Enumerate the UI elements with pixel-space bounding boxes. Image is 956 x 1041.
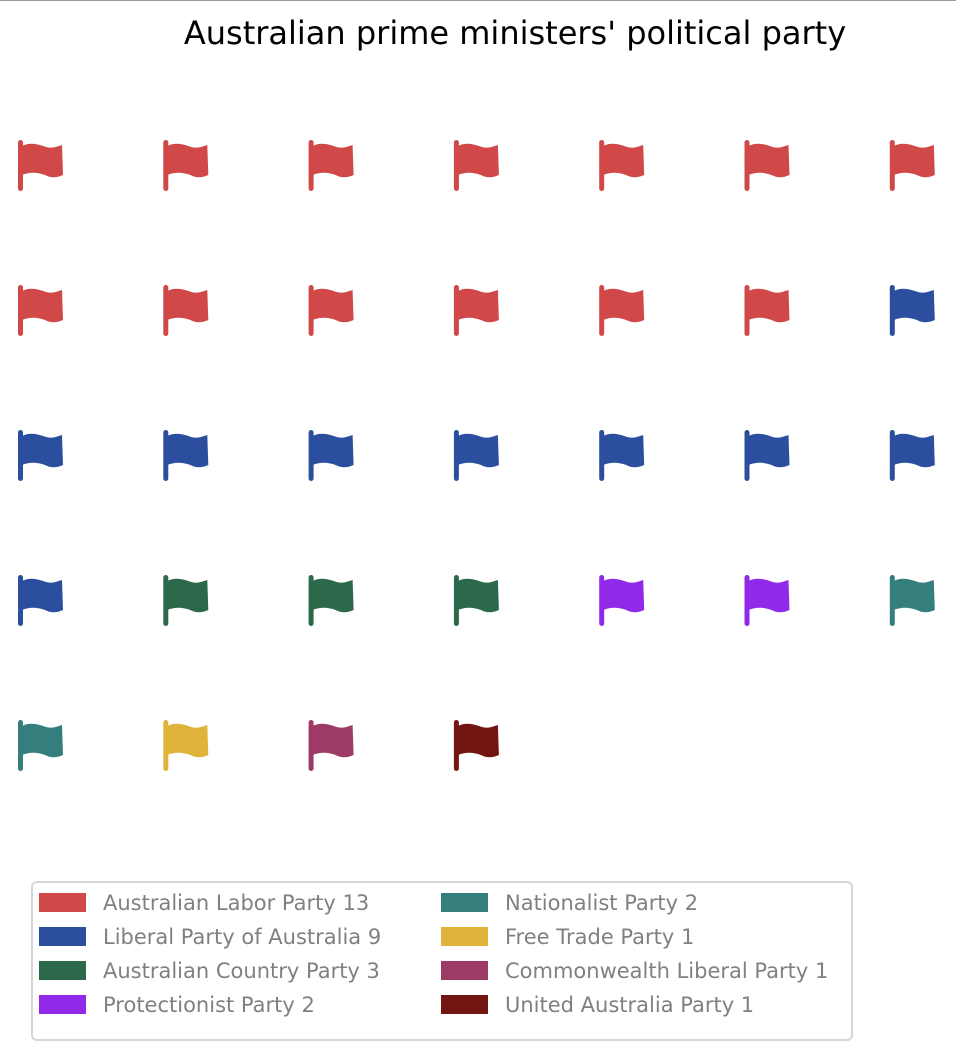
flag-icon <box>18 430 63 481</box>
flag-icon <box>744 575 790 626</box>
legend-swatch <box>441 893 488 912</box>
legend-swatch <box>441 995 488 1014</box>
flag-icon <box>18 720 63 771</box>
flag-icon <box>889 140 935 191</box>
flag-icon <box>889 285 935 336</box>
legend-label: Australian Country Party 3 <box>103 959 380 983</box>
chart-title: Australian prime ministers' political pa… <box>183 14 847 52</box>
flag-icon <box>163 285 209 336</box>
flag-icon <box>453 140 499 191</box>
legend-label: Australian Labor Party 13 <box>103 891 370 915</box>
legend-label: Commonwealth Liberal Party 1 <box>505 959 829 983</box>
flag-icon <box>889 430 935 481</box>
legend-label: Liberal Party of Australia 9 <box>103 925 382 949</box>
flag-icon <box>889 575 935 626</box>
legend-swatch <box>39 961 86 980</box>
legend-swatch <box>441 927 488 946</box>
top-border <box>0 0 956 1</box>
flag-icon <box>163 430 209 481</box>
flag-icon <box>18 140 63 191</box>
flag-icon <box>599 140 645 191</box>
flag-icon <box>308 575 354 626</box>
legend-label: Protectionist Party 2 <box>103 993 315 1017</box>
legend-swatch <box>39 995 86 1014</box>
flag-icon <box>18 575 63 626</box>
flag-icon <box>744 430 790 481</box>
flag-icon <box>453 720 499 771</box>
flag-icon <box>163 575 209 626</box>
flag-icon <box>453 575 499 626</box>
flag-icon <box>599 285 645 336</box>
flag-icon <box>18 285 63 336</box>
flag-icon <box>453 430 499 481</box>
flag-icon <box>308 720 354 771</box>
legend-label: Free Trade Party 1 <box>505 925 695 949</box>
flag-icon <box>744 285 790 336</box>
flag-icon <box>308 430 354 481</box>
legend-label: Nationalist Party 2 <box>505 891 699 915</box>
legend: Australian Labor Party 13 Liberal Party o… <box>31 881 853 1041</box>
flag-icon <box>744 140 790 191</box>
flag-icon <box>163 720 209 771</box>
flag-icon <box>453 285 499 336</box>
flag-icon <box>599 575 645 626</box>
flag-icon <box>308 285 354 336</box>
legend-swatch <box>39 893 86 912</box>
legend-swatch <box>39 927 86 946</box>
flag-icon <box>308 140 354 191</box>
legend-swatch <box>441 961 488 980</box>
flag-icon <box>163 140 209 191</box>
flag-icon <box>599 430 645 481</box>
legend-label: United Australia Party 1 <box>505 993 755 1017</box>
